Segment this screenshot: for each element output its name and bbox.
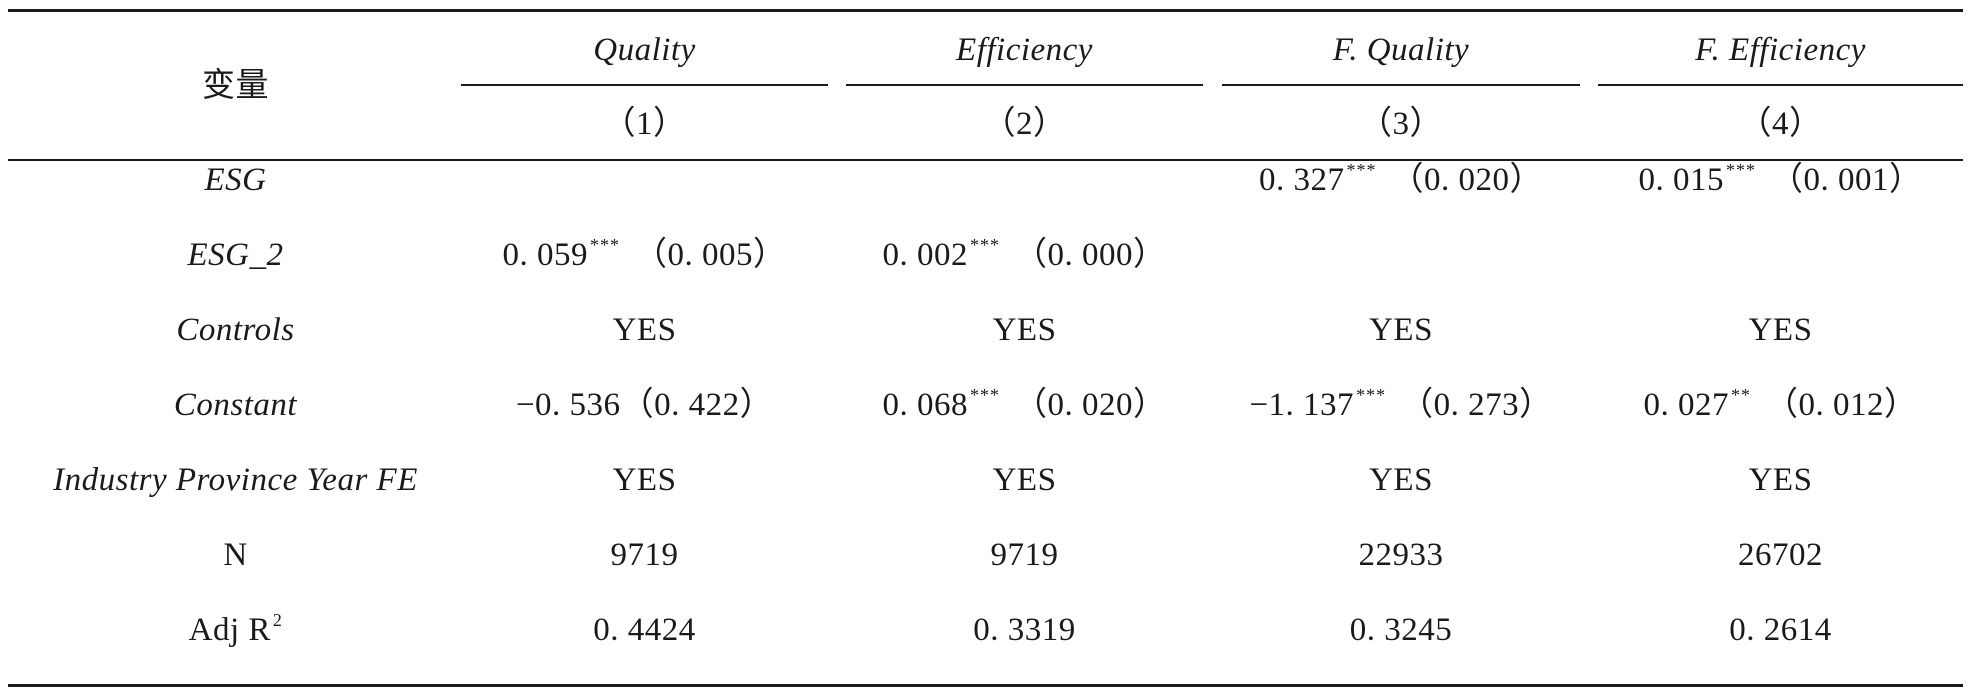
cell-coefficient: YES [1748,312,1813,348]
table-cell: 22933 [1222,535,1580,575]
col-header-f-quality: F. Quality [1332,32,1470,68]
row-label-text: Industry Province Year FE [53,462,418,498]
row-label-text: N [223,537,248,573]
table-cell: 0. 002 *** （0. 000） [846,235,1203,279]
cell-coefficient: −0. 536 [515,387,621,423]
cell-coefficient: YES [1748,462,1813,498]
table-cell: 0. 027 ** （0. 012） [1598,385,1963,429]
col2-header-rule [846,84,1203,86]
table-cell: YES [846,460,1203,500]
table-cell: YES [1598,310,1963,350]
cell-coefficient: 0. 015 [1638,162,1724,198]
col3-header-rule [1222,84,1580,86]
cell-coefficient: 0. 059 [502,237,588,273]
table-cell: YES [1222,310,1580,350]
table-cell: YES [461,460,828,500]
cell-coefficient: 9719 [610,537,679,573]
cell-coefficient: 9719 [990,537,1059,573]
col-header-efficiency: Efficiency [956,32,1093,68]
col4-header-rule [1598,84,1963,86]
row-label-text: ESG_2 [187,237,284,273]
row-label-text: Adj R [188,612,271,648]
cell-standard-error: （0. 422） [620,387,774,423]
row-label: ESG_2 [8,235,463,275]
row-label: Constant [8,385,463,425]
cell-standard-error: （0. 020） [1014,387,1167,423]
cell-coefficient: YES [1369,462,1433,498]
row-label: N [8,535,463,575]
cell-standard-error: （0. 020） [1390,162,1543,198]
row-label: Controls [8,310,463,350]
cell-coefficient: 0. 3245 [1349,612,1453,648]
row-label-text: Controls [176,312,295,348]
table-cell: 0. 015 *** （0. 001） [1598,160,1963,204]
significance-stars: *** [590,235,620,255]
cell-standard-error: （0. 005） [634,237,787,273]
table-cell: 0. 4424 [461,610,828,650]
cell-coefficient: YES [992,312,1057,348]
table-cell: 9719 [846,535,1203,575]
row-label-text: ESG [204,162,267,198]
row-label: ESG [8,160,463,200]
cell-coefficient: 0. 4424 [593,612,696,648]
significance-stars: *** [1726,160,1756,180]
variable-header: 变量 [202,68,269,104]
table-cell: 0. 059 *** （0. 005） [461,235,828,279]
cell-coefficient: YES [612,312,677,348]
table-cell: −0. 536（0. 422） [461,385,828,425]
cell-coefficient: 0. 3319 [973,612,1076,648]
row-label-superscript: 2 [272,610,283,630]
bottom-rule [8,684,1963,687]
cell-coefficient: 0. 327 [1259,162,1345,198]
col-number-3: （3） [1359,106,1443,142]
table-cell: YES [1598,460,1963,500]
col-number-1: （1） [602,106,687,142]
col-header-f-efficiency: F. Efficiency [1695,32,1866,68]
cell-standard-error: （0. 012） [1765,387,1918,423]
significance-stars: *** [970,385,1000,405]
cell-coefficient: 22933 [1358,537,1444,573]
cell-coefficient: 0. 068 [882,387,968,423]
mid-rule [8,159,1963,161]
table-cell: YES [846,310,1203,350]
table-cell: YES [1222,460,1580,500]
table-cell: −1. 137 *** （0. 273） [1222,385,1580,429]
table-cell: 9719 [461,535,828,575]
table-cell: 0. 068 *** （0. 020） [846,385,1203,429]
table-cell: YES [461,310,828,350]
row-label: Industry Province Year FE [8,460,463,500]
top-rule [8,9,1963,12]
col-number-4: （4） [1738,106,1823,142]
table-cell: 0. 3319 [846,610,1203,650]
cell-coefficient: YES [992,462,1057,498]
col-header-quality: Quality [593,32,696,68]
col1-header-rule [461,84,828,86]
row-label-text: Constant [173,387,298,423]
cell-coefficient: YES [612,462,677,498]
table-cell: 0. 2614 [1598,610,1963,650]
cell-coefficient: 26702 [1738,537,1823,573]
cell-coefficient: −1. 137 [1249,387,1355,423]
cell-standard-error: （0. 001） [1770,162,1923,198]
cell-coefficient: 0. 2614 [1729,612,1832,648]
table-cell: 0. 327 *** （0. 020） [1222,160,1580,204]
col-number-2: （2） [982,106,1067,142]
cell-standard-error: （0. 273） [1400,387,1553,423]
table-cell: 0. 3245 [1222,610,1580,650]
cell-coefficient: 0. 002 [882,237,968,273]
significance-stars: *** [1346,160,1377,180]
significance-stars: *** [1356,385,1387,405]
cell-coefficient: 0. 027 [1643,387,1729,423]
significance-stars: ** [1731,385,1751,405]
cell-standard-error: （0. 000） [1014,237,1167,273]
cell-coefficient: YES [1369,312,1433,348]
significance-stars: *** [970,235,1000,255]
table-cell: 26702 [1598,535,1963,575]
